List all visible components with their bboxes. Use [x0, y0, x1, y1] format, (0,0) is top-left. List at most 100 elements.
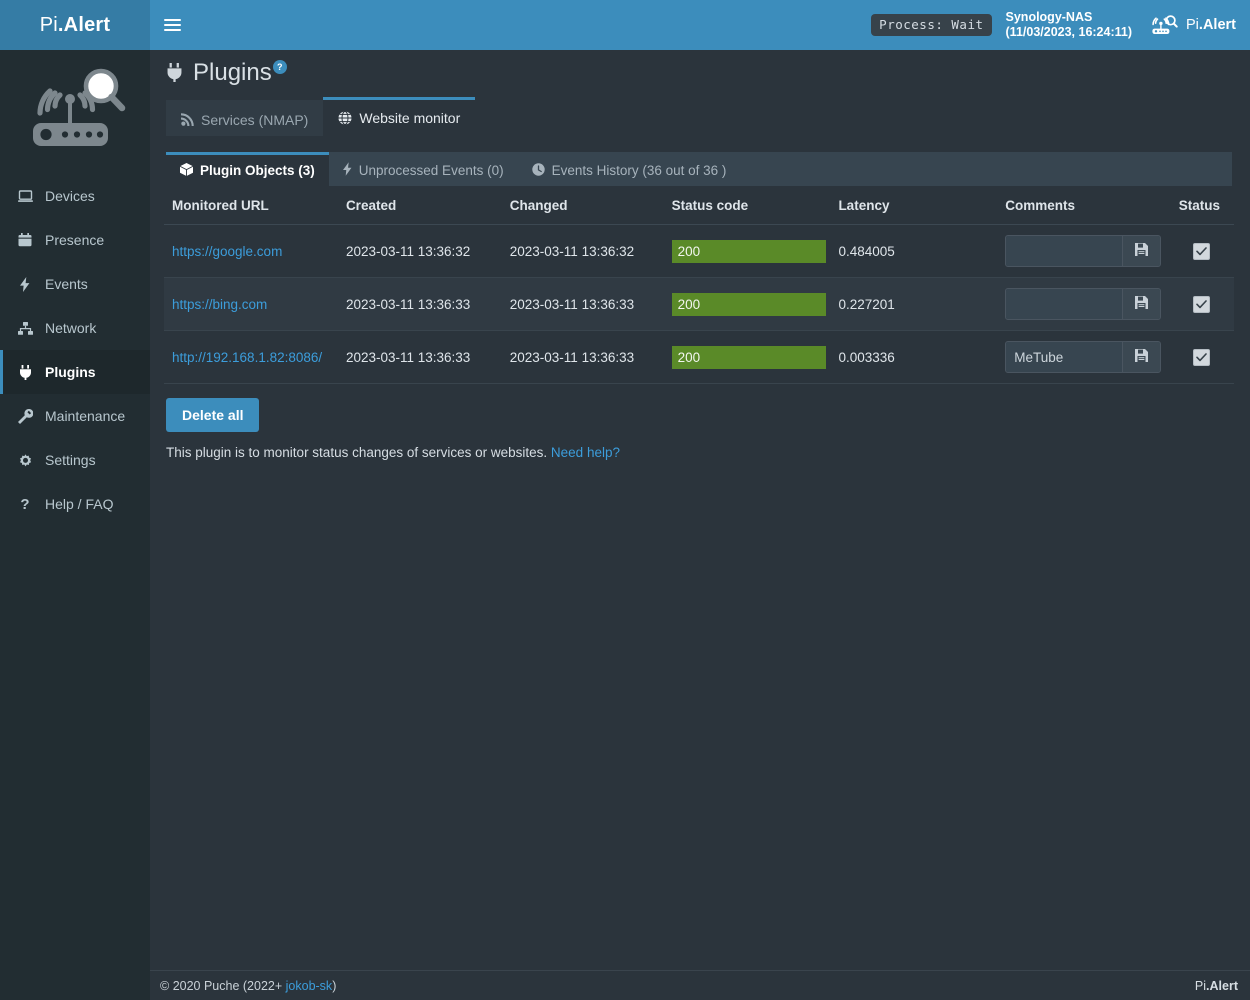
plugin-panel: Plugin Objects (3) Unprocessed Events (0…	[164, 136, 1234, 484]
tab-services-nmap[interactable]: Services (NMAP)	[166, 100, 324, 136]
sidebar-item-label: Plugins	[45, 364, 96, 380]
floppy-save-icon	[1135, 349, 1149, 365]
cell-created: 2023-03-11 13:36:32	[337, 224, 502, 278]
cell-comments	[997, 224, 1170, 278]
table-header: Monitored URL Created Changed Status cod…	[164, 186, 1234, 225]
clock-icon	[531, 162, 545, 179]
host-info: Synology-NAS (11/03/2023, 16:24:11)	[1006, 10, 1133, 40]
floppy-save-icon	[1135, 296, 1149, 312]
table-header-row: Monitored URL Created Changed Status cod…	[164, 186, 1234, 225]
column-status-code[interactable]: Status code	[663, 186, 831, 225]
subtab-label: Events History (36 out of 36 )	[551, 163, 727, 178]
cell-changed: 2023-03-11 13:36:33	[501, 330, 664, 384]
tab-events-history[interactable]: Events History (36 out of 36 )	[518, 152, 741, 186]
cell-changed: 2023-03-11 13:36:33	[501, 277, 664, 331]
delete-all-button[interactable]: Delete all	[166, 398, 260, 432]
column-status[interactable]: Status	[1169, 186, 1234, 225]
tab-unprocessed-events[interactable]: Unprocessed Events (0)	[329, 152, 518, 186]
hamburger-icon[interactable]	[150, 0, 194, 50]
subtab-label: Plugin Objects (3)	[200, 163, 315, 178]
status-checkbox[interactable]	[1193, 348, 1211, 366]
cell-comments	[997, 277, 1170, 331]
plugin-tabs: Services (NMAP) Website monitor	[166, 97, 1250, 136]
bolt-icon	[342, 162, 352, 179]
cell-latency: 0.003336	[830, 330, 998, 384]
sidebar-item-settings[interactable]: Settings	[0, 438, 150, 482]
cell-url: http://192.168.1.82:8086/	[164, 330, 338, 384]
sidebar-item-presence[interactable]: Presence	[0, 218, 150, 262]
laptop-icon	[16, 189, 34, 203]
floppy-save-icon	[1135, 243, 1149, 259]
hamburger-bars	[163, 16, 181, 34]
save-comment-button[interactable]	[1122, 236, 1161, 266]
column-changed[interactable]: Changed	[501, 186, 664, 225]
cell-changed: 2023-03-11 13:36:32	[501, 224, 664, 278]
plug-icon	[16, 364, 34, 380]
wrench-icon	[16, 408, 34, 424]
copyright-symbol: ©	[160, 978, 173, 993]
sidebar-item-label: Maintenance	[45, 408, 126, 424]
cell-comments	[997, 330, 1170, 384]
cube-icon	[179, 162, 194, 179]
subtab-label: Unprocessed Events (0)	[358, 163, 504, 178]
column-comments[interactable]: Comments	[997, 186, 1170, 225]
sidebar-item-maintenance[interactable]: Maintenance	[0, 394, 150, 438]
column-latency[interactable]: Latency	[830, 186, 998, 225]
page-title: Plugins?	[150, 50, 1250, 88]
sidebar-item-help-faq[interactable]: ? Help / FAQ	[0, 482, 150, 526]
plugin-subtabs: Plugin Objects (3) Unprocessed Events (0…	[166, 152, 1232, 186]
save-comment-button[interactable]	[1122, 342, 1161, 372]
copyright-pre: 2020 Puche (2022+	[172, 978, 286, 993]
header-logo-text: Pi.Alert	[1186, 17, 1236, 33]
bolt-icon	[16, 276, 34, 292]
calendar-icon	[16, 233, 34, 247]
host-name: Synology-NAS	[1005, 10, 1093, 24]
comment-input[interactable]	[1006, 289, 1123, 319]
comment-input-group	[1005, 288, 1162, 320]
comment-input-group	[1005, 341, 1162, 373]
sidebar-item-label: Devices	[45, 188, 95, 204]
tab-plugin-objects[interactable]: Plugin Objects (3)	[166, 152, 329, 186]
comment-input[interactable]	[1006, 236, 1123, 266]
sidebar-item-devices[interactable]: Devices	[0, 174, 150, 218]
cell-created: 2023-03-11 13:36:33	[337, 277, 502, 331]
sitemap-icon	[16, 321, 34, 335]
header-logo-group[interactable]: Pi.Alert	[1150, 14, 1236, 36]
page-footer: © 2020 Puche (2022+ jokob-sk) Pi.Alert	[150, 970, 1250, 1000]
cell-status	[1169, 330, 1234, 384]
sidebar-item-label: Help / FAQ	[45, 496, 114, 512]
page-title-text: Plugins?	[193, 58, 287, 88]
sidebar-item-label: Presence	[45, 232, 105, 248]
cell-latency: 0.484005	[830, 224, 998, 278]
help-badge-icon[interactable]: ?	[272, 60, 287, 74]
plug-icon	[166, 63, 183, 87]
sidebar-item-network[interactable]: Network	[0, 306, 150, 350]
comment-input[interactable]	[1006, 342, 1123, 372]
sidebar-item-plugins[interactable]: Plugins	[0, 350, 150, 394]
sidebar-item-events[interactable]: Events	[0, 262, 150, 306]
column-created[interactable]: Created	[337, 186, 502, 225]
plugin-description: This plugin is to monitor status changes…	[166, 445, 1234, 460]
monitored-url-link[interactable]: https://bing.com	[172, 296, 268, 312]
need-help-link[interactable]: Need help?	[550, 445, 620, 460]
cell-latency: 0.227201	[830, 277, 998, 331]
save-comment-button[interactable]	[1122, 289, 1161, 319]
brand-text-bold: .Alert	[57, 13, 111, 36]
brand-logo[interactable]: Pi .Alert	[0, 0, 150, 50]
tab-label: Website monitor	[359, 110, 461, 126]
monitored-url-link[interactable]: https://google.com	[172, 243, 283, 259]
column-monitored-url[interactable]: Monitored URL	[164, 186, 338, 225]
cell-status-code: 200	[663, 224, 831, 278]
monitored-url-link[interactable]: http://192.168.1.82:8086/	[172, 349, 323, 365]
plugin-description-text: This plugin is to monitor status changes…	[166, 445, 551, 460]
tab-website-monitor[interactable]: Website monitor	[323, 97, 476, 136]
brand-text-light: Pi	[39, 13, 58, 36]
status-checkbox[interactable]	[1193, 295, 1211, 313]
status-code-bar: 200	[671, 292, 826, 316]
cell-url: https://google.com	[164, 224, 338, 278]
header-right-group: Process: Wait Synology-NAS (11/03/2023, …	[871, 0, 1250, 50]
status-checkbox[interactable]	[1193, 242, 1211, 260]
table-row: https://google.com 2023-03-11 13:36:32 2…	[164, 224, 1234, 278]
jokob-sk-link[interactable]: jokob-sk	[285, 978, 333, 993]
copyright: © 2020 Puche (2022+ jokob-sk)	[160, 979, 336, 993]
